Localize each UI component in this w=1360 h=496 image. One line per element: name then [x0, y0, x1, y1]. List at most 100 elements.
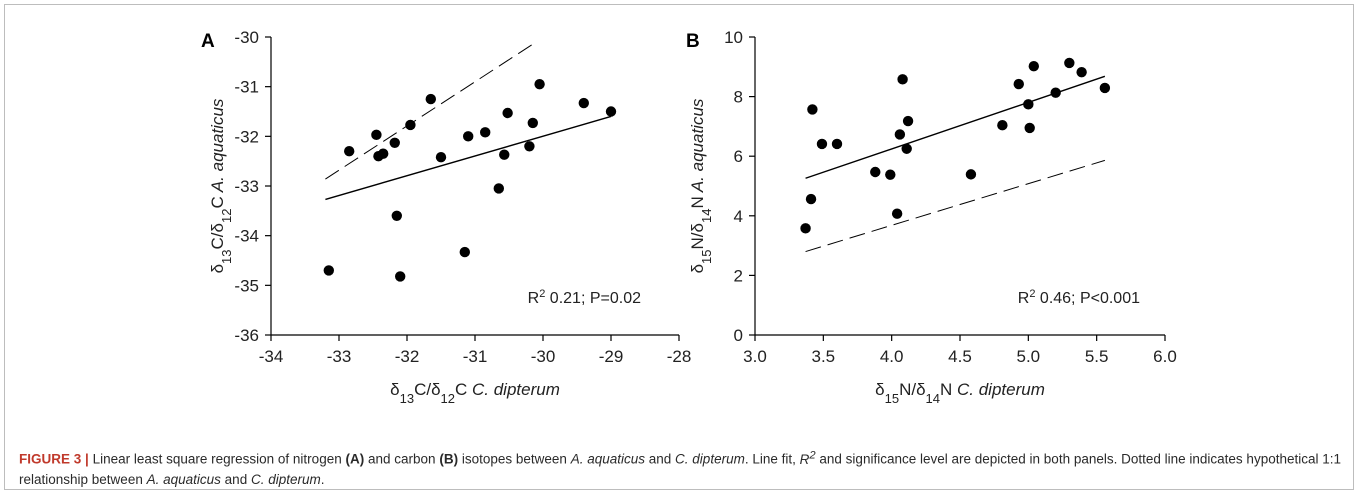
- caption-text: and significance level are depicted in b…: [19, 451, 1341, 487]
- data-point: [463, 131, 474, 142]
- x-tick-label: 3.0: [743, 347, 767, 366]
- panel-label: B: [686, 31, 700, 52]
- data-point: [901, 143, 912, 154]
- figure-label: FIGURE 3 |: [19, 451, 89, 467]
- data-point: [885, 169, 896, 180]
- data-point: [1076, 66, 1087, 78]
- data-point: [1064, 57, 1075, 69]
- x-tick-label: 3.5: [812, 347, 836, 366]
- y-axis-title: δ15N/δ14N A. aquaticus: [688, 98, 714, 273]
- regression-line: [325, 115, 612, 201]
- x-tick-label: -34: [259, 347, 284, 366]
- caption-panel-a: (A): [345, 451, 365, 467]
- chart-panel-b: 0 2 4 6 8 10 3.0 3.5 4.0 4.5 5.0 5.5 6.0 B R2 0.46; P<…: [686, 28, 1177, 406]
- y-tick-label: 8: [734, 88, 743, 107]
- data-point: [395, 271, 406, 282]
- y-axis-title: δ13C/δ12C A. aquaticus: [208, 98, 234, 273]
- y-tick-label: -34: [234, 227, 259, 246]
- data-point: [578, 97, 589, 109]
- data-point: [897, 74, 908, 85]
- figure-caption: FIGURE 3 | Linear least square regressio…: [19, 445, 1349, 490]
- y-tick-label: 4: [734, 207, 743, 226]
- one-to-one-line: [325, 41, 537, 180]
- y-tick-label: -35: [234, 276, 259, 295]
- data-point: [524, 141, 535, 152]
- data-point: [391, 210, 402, 221]
- caption-species: A. aquaticus: [146, 471, 221, 487]
- data-point: [502, 107, 513, 119]
- x-tick-label: 4.5: [948, 347, 972, 366]
- data-point: [499, 149, 510, 160]
- panel-label: A: [201, 31, 215, 52]
- data-point: [480, 127, 491, 138]
- data-point: [605, 106, 617, 117]
- x-tick-label: -28: [667, 347, 692, 366]
- data-point: [371, 129, 382, 141]
- y-tick-label: 6: [734, 147, 743, 166]
- data-point: [1013, 78, 1024, 90]
- x-tick-label: -33: [327, 347, 352, 366]
- x-tick-label: 5.5: [1085, 347, 1109, 366]
- x-tick-label: -32: [395, 347, 420, 366]
- x-tick-label: 4.0: [880, 347, 904, 366]
- x-tick-label: 6.0: [1153, 347, 1177, 366]
- caption-text: and carbon: [368, 451, 436, 467]
- data-point: [389, 137, 400, 148]
- data-point: [405, 119, 416, 131]
- figure-frame: -36 -35 -34 -33 -32 -31 -30 -34 -33 -32 -31 -30 -29 -…: [4, 4, 1354, 490]
- data-point: [493, 183, 504, 194]
- stat-annotation: R2 0.21; P=0.02: [528, 288, 641, 307]
- caption-species: C. dipterum: [675, 451, 745, 467]
- x-tick-label: -31: [463, 347, 488, 366]
- data-point: [1050, 87, 1061, 98]
- chart-panel-a: -36 -35 -34 -33 -32 -31 -30 -34 -33 -32 -31 -30 -29 -…: [201, 28, 691, 406]
- data-point: [1023, 99, 1034, 110]
- data-point: [435, 151, 447, 163]
- y-tick-label: -32: [234, 127, 259, 146]
- caption-text: and: [224, 471, 248, 487]
- data-point: [1024, 122, 1035, 134]
- caption-r2: R2: [799, 449, 816, 467]
- data-point: [902, 115, 914, 127]
- caption-text: . Line fit,: [744, 451, 796, 467]
- data-point: [807, 104, 818, 115]
- data-point: [997, 120, 1008, 131]
- y-tick-label: 2: [734, 266, 743, 285]
- y-tick-label: -31: [234, 78, 259, 97]
- caption-text: .: [320, 471, 325, 487]
- x-axis-title: δ15N/δ14N C. dipterum: [875, 380, 1045, 406]
- data-point: [800, 223, 811, 234]
- data-point: [831, 138, 843, 150]
- y-tick-label: 10: [724, 28, 743, 47]
- figure-charts: -36 -35 -34 -33 -32 -31 -30 -34 -33 -32 -31 -30 -29 -…: [201, 28, 1177, 406]
- caption-species: C. dipterum: [250, 471, 321, 487]
- x-tick-label: -29: [599, 347, 624, 366]
- y-tick-label: -36: [234, 326, 259, 345]
- caption-panel-b: (B): [439, 451, 459, 467]
- caption-text: and: [648, 451, 672, 467]
- one-to-one-line: [805, 159, 1106, 253]
- x-tick-label: 5.0: [1017, 347, 1041, 366]
- data-point: [534, 78, 545, 90]
- data-point: [527, 117, 538, 129]
- data-point: [805, 193, 817, 205]
- data-point: [425, 93, 436, 105]
- y-tick-label: 0: [734, 326, 743, 345]
- data-point: [894, 129, 906, 140]
- data-point: [870, 166, 881, 178]
- y-tick-label: -33: [234, 177, 259, 196]
- data-point: [1028, 61, 1039, 72]
- data-point: [323, 265, 334, 276]
- x-tick-label: -30: [531, 347, 556, 366]
- caption-text: isotopes between: [461, 451, 567, 467]
- data-point: [1099, 82, 1111, 94]
- data-point: [459, 246, 470, 258]
- data-point: [378, 148, 389, 159]
- stat-annotation: R2 0.46; P<0.001: [1018, 288, 1140, 307]
- data-point: [965, 169, 977, 180]
- data-point: [816, 138, 828, 150]
- x-axis-title: δ13C/δ12C C. dipterum: [390, 380, 560, 406]
- caption-species: A. aquaticus: [570, 451, 645, 467]
- data-point: [891, 208, 903, 219]
- data-point: [344, 146, 355, 157]
